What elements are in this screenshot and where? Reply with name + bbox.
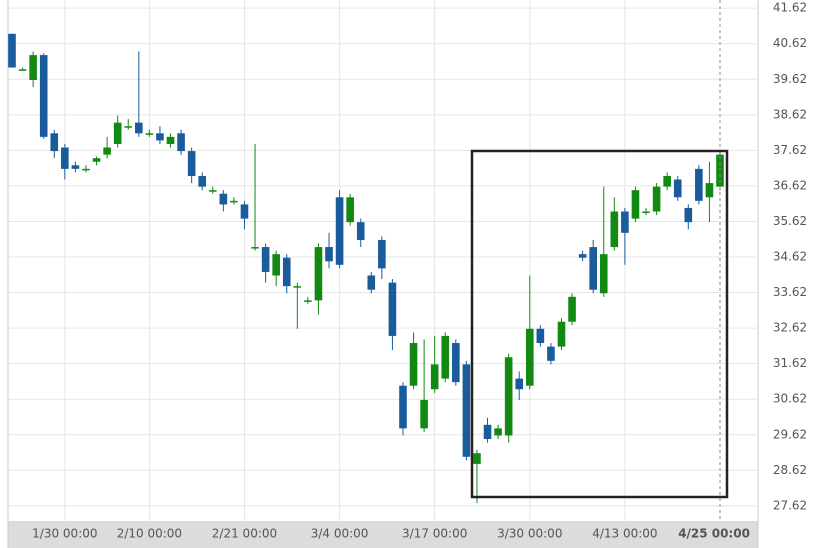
x-tick-label: 1/30 00:00 [32,527,97,541]
highlight-box [470,149,729,499]
candle-body [399,385,407,429]
y-tick-label: 38.62 [773,107,807,121]
candle-body [631,190,640,219]
candle-body [642,211,650,214]
candle-body [684,207,693,223]
candle-body [663,175,671,187]
candle-body [441,335,450,379]
candle-body [240,204,249,219]
candle-body [208,190,217,192]
candle-body [462,364,471,457]
candle-body [230,200,238,203]
candle-body [621,211,629,233]
candle-body [346,197,354,223]
y-tick-label: 31.62 [773,356,807,370]
candle-body [536,328,545,344]
x-axis-band [8,521,758,548]
candle-body [39,55,48,137]
candle-body [504,357,513,436]
candle-body [145,133,154,135]
candle-body [525,328,534,386]
candle-body [335,197,344,265]
x-tick-label: 2/10 00:00 [117,527,182,541]
labels: 27.62 28.62 29.62 30.62 31.62 32.62 33.62 34.62… [32,1,807,541]
x-tick-label: 3/30 00:00 [497,527,562,541]
candle-body [325,247,333,262]
y-tick-label: 40.62 [773,36,807,50]
candle-body [547,346,555,361]
candle-body [314,247,323,301]
candle-body [124,126,133,128]
candle-body [92,158,101,162]
y-tick-label: 27.62 [773,498,807,512]
candle-body [652,186,661,212]
candle-body [103,147,111,155]
candle-body [8,33,16,68]
candle-body [515,378,524,390]
candle-body [568,296,576,322]
y-tick-label: 41.62 [773,1,807,15]
y-tick-label: 35.62 [773,214,807,228]
candle-body [304,300,312,302]
candle-body [589,247,597,290]
candle-body [261,247,270,272]
y-tick-label: 39.62 [773,72,807,86]
candle-body [557,321,566,347]
candle-body [219,193,228,205]
candle-body [409,343,418,386]
candle-body [430,364,439,390]
candle-body [18,69,27,71]
candle-body [599,254,608,294]
y-tick-label: 36.62 [773,178,807,192]
candle-body [71,165,80,169]
candle-body [135,122,143,134]
candle-body [177,133,185,152]
candle-body [113,122,122,144]
candle-body [282,257,291,287]
y-tick-label: 28.62 [773,463,807,477]
candle-body [272,254,280,276]
candle-body [378,239,386,269]
y-tick-label: 37.62 [773,143,807,157]
candle-body [420,399,428,429]
x-tick-label: 3/4 00:00 [311,527,369,541]
candle-body [187,151,196,176]
x-tick-label: 4/13 00:00 [592,527,657,541]
x-tick-label: 4/25 00:00 [678,527,750,541]
candle-body [198,175,207,187]
candle-body [251,247,259,249]
candle-body [367,275,376,290]
candle-body [494,428,502,436]
candle-body [483,424,492,440]
y-tick-label: 30.62 [773,392,807,406]
candle-body [29,55,37,80]
candle-body [578,254,587,258]
x-tick-label: 3/17 00:00 [402,527,467,541]
candle-body [610,211,619,248]
y-tick-label: 32.62 [773,321,807,335]
candle-body [156,133,164,141]
candle-body [473,453,481,464]
candle-body [61,147,69,169]
candle-body [705,183,714,198]
y-tick-label: 33.62 [773,285,807,299]
candle-body [695,168,703,201]
candles [8,33,724,504]
y-tick-label: 34.62 [773,250,807,264]
x-tick-label: 2/21 00:00 [212,527,277,541]
candle-body [293,286,302,288]
candle-body [452,343,460,383]
candle-body [673,179,682,198]
candle-body [50,133,59,152]
candle-body [356,222,365,240]
y-tick-label: 29.62 [773,427,807,441]
candle-body [82,168,90,171]
candle-body [166,136,175,144]
candle-body [388,282,397,336]
